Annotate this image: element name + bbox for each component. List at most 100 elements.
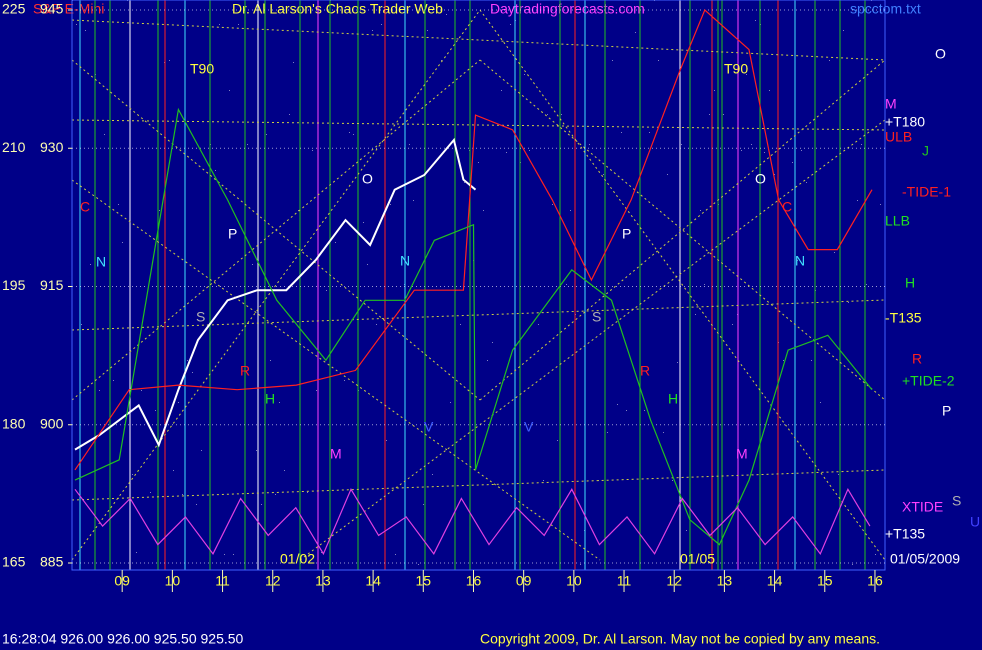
star bbox=[376, 324, 377, 325]
chart-title: Dr. Al Larson's Chaos Trader Web bbox=[232, 1, 443, 17]
star bbox=[247, 144, 248, 145]
star bbox=[852, 564, 853, 565]
star bbox=[85, 30, 86, 31]
star bbox=[353, 134, 354, 135]
y2-tick-label: 165 bbox=[2, 554, 26, 570]
symbol: S&P E-Mini bbox=[33, 1, 104, 17]
series-line bbox=[74, 487, 871, 556]
star bbox=[510, 24, 511, 25]
star bbox=[372, 30, 373, 31]
star bbox=[289, 114, 290, 115]
star bbox=[875, 554, 876, 555]
star bbox=[418, 564, 419, 565]
star bbox=[90, 264, 91, 265]
star bbox=[589, 144, 590, 145]
star bbox=[284, 470, 285, 471]
x-tick-label: 09 bbox=[516, 573, 532, 589]
star bbox=[483, 210, 484, 211]
star bbox=[233, 554, 234, 555]
star bbox=[769, 90, 770, 91]
angle-line bbox=[71, 59, 481, 401]
annotation: P bbox=[622, 226, 631, 242]
star bbox=[316, 390, 317, 391]
y-tick-label: 885 bbox=[40, 554, 64, 570]
annotation: S bbox=[592, 309, 601, 325]
star bbox=[487, 360, 488, 361]
star bbox=[150, 492, 151, 493]
star bbox=[432, 474, 433, 475]
star bbox=[621, 132, 622, 133]
star bbox=[806, 182, 807, 183]
annotation: N bbox=[96, 254, 106, 270]
star bbox=[672, 480, 673, 481]
star bbox=[774, 174, 775, 175]
star bbox=[723, 114, 724, 115]
annotation: -T135 bbox=[885, 310, 922, 326]
series-line bbox=[74, 8, 873, 471]
annotation: H bbox=[265, 391, 275, 407]
annotation: LLB bbox=[885, 213, 910, 229]
star bbox=[755, 20, 756, 21]
annotation: V bbox=[424, 419, 434, 435]
star bbox=[607, 432, 608, 433]
star bbox=[820, 402, 821, 403]
star bbox=[644, 410, 645, 411]
star bbox=[547, 114, 548, 115]
star bbox=[566, 284, 567, 285]
star bbox=[141, 390, 142, 391]
star bbox=[173, 470, 174, 471]
annotation: R bbox=[640, 363, 650, 379]
star bbox=[182, 494, 183, 495]
star bbox=[834, 252, 835, 253]
star bbox=[99, 390, 100, 391]
star bbox=[677, 362, 678, 363]
star bbox=[857, 200, 858, 201]
x-tick-label: 10 bbox=[165, 573, 181, 589]
angle-line bbox=[479, 59, 886, 401]
star bbox=[446, 14, 447, 15]
star bbox=[423, 504, 424, 505]
star bbox=[298, 210, 299, 211]
star bbox=[113, 380, 114, 381]
star bbox=[312, 150, 313, 151]
annotation: U bbox=[970, 514, 980, 530]
star bbox=[335, 242, 336, 243]
star bbox=[464, 182, 465, 183]
star bbox=[552, 204, 553, 205]
y-tick-label: 945 bbox=[40, 1, 64, 17]
star bbox=[811, 360, 812, 361]
star bbox=[427, 30, 428, 31]
angle-line bbox=[71, 19, 886, 61]
annotation: ULB bbox=[885, 129, 912, 145]
star bbox=[256, 450, 257, 451]
annotation: H bbox=[905, 275, 915, 291]
annotation: O bbox=[362, 171, 373, 187]
star bbox=[81, 324, 82, 325]
y-tick-label: 915 bbox=[40, 277, 64, 293]
star bbox=[861, 144, 862, 145]
annotation: S bbox=[196, 309, 205, 325]
star bbox=[367, 264, 368, 265]
star bbox=[321, 552, 322, 553]
x-tick-label: 15 bbox=[817, 573, 833, 589]
star bbox=[741, 150, 742, 151]
annotation: P bbox=[228, 226, 237, 242]
star bbox=[880, 204, 881, 205]
x-tick-label: 16 bbox=[867, 573, 883, 589]
star bbox=[829, 60, 830, 61]
annotation: S bbox=[952, 493, 961, 509]
annotation: +TIDE-2 bbox=[902, 373, 955, 389]
copyright: Copyright 2009, Dr. Al Larson. May not b… bbox=[480, 631, 880, 647]
y-tick-label: 930 bbox=[40, 139, 64, 155]
x-tick-label: 15 bbox=[416, 573, 432, 589]
star bbox=[390, 204, 391, 205]
x-tick-label: 10 bbox=[566, 573, 582, 589]
star bbox=[413, 200, 414, 201]
star bbox=[649, 132, 650, 133]
annotation: M bbox=[736, 446, 748, 462]
star bbox=[229, 90, 230, 91]
y2-tick-label: 195 bbox=[2, 277, 26, 293]
star bbox=[266, 134, 267, 135]
star bbox=[570, 210, 571, 211]
angle-line bbox=[299, 119, 886, 561]
